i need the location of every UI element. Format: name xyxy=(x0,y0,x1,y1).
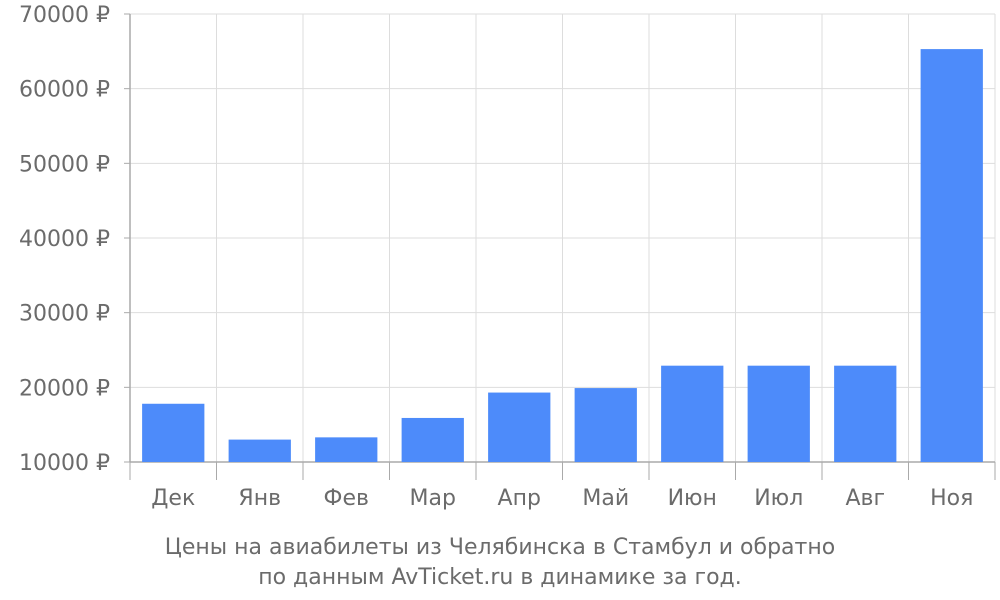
bar xyxy=(401,417,464,462)
chart-caption-line-1: Цены на авиабилеты из Челябинска в Стамб… xyxy=(164,535,836,560)
x-tick-label: Фев xyxy=(324,486,369,511)
x-tick-label: Мар xyxy=(410,486,456,511)
x-tick-label: Июн xyxy=(668,486,717,511)
bar xyxy=(834,365,897,462)
y-tick-label: 30000 ₽ xyxy=(19,302,110,327)
y-tick-label: 50000 ₽ xyxy=(19,152,110,177)
bar xyxy=(228,439,291,462)
bar xyxy=(747,365,810,462)
chart-caption-line-2: по данным AvTicket.ru в динамике за год. xyxy=(258,565,742,590)
y-tick-label: 60000 ₽ xyxy=(19,78,110,103)
x-tick-label: Янв xyxy=(238,486,281,511)
bar xyxy=(142,403,205,462)
bars xyxy=(142,49,983,463)
y-tick-label: 40000 ₽ xyxy=(19,227,110,252)
y-tick-label: 10000 ₽ xyxy=(19,451,110,476)
x-tick-labels: Дек Янв Фев Мар Апр Май Июн Июл Авг Ноя xyxy=(151,486,973,511)
bar-chart: 10000 ₽ 20000 ₽ 30000 ₽ 40000 ₽ 50000 ₽ 60000… xyxy=(19,3,996,511)
bar xyxy=(488,392,551,462)
bar xyxy=(574,388,637,462)
y-tick-label: 70000 ₽ xyxy=(19,3,110,28)
x-tick-label: Авг xyxy=(845,486,885,511)
y-tick-labels: 10000 ₽ 20000 ₽ 30000 ₽ 40000 ₽ 50000 ₽ 60000… xyxy=(19,3,110,476)
grid xyxy=(130,13,996,463)
x-tick-label: Июл xyxy=(754,486,803,511)
bar xyxy=(920,49,983,463)
x-tick-label: Дек xyxy=(151,486,195,511)
bar xyxy=(315,437,378,462)
bar xyxy=(661,365,724,462)
x-tick-label: Апр xyxy=(498,486,541,511)
x-tick-label: Ноя xyxy=(930,486,973,511)
y-tick-label: 20000 ₽ xyxy=(19,376,110,401)
x-tick-label: Май xyxy=(582,486,629,511)
